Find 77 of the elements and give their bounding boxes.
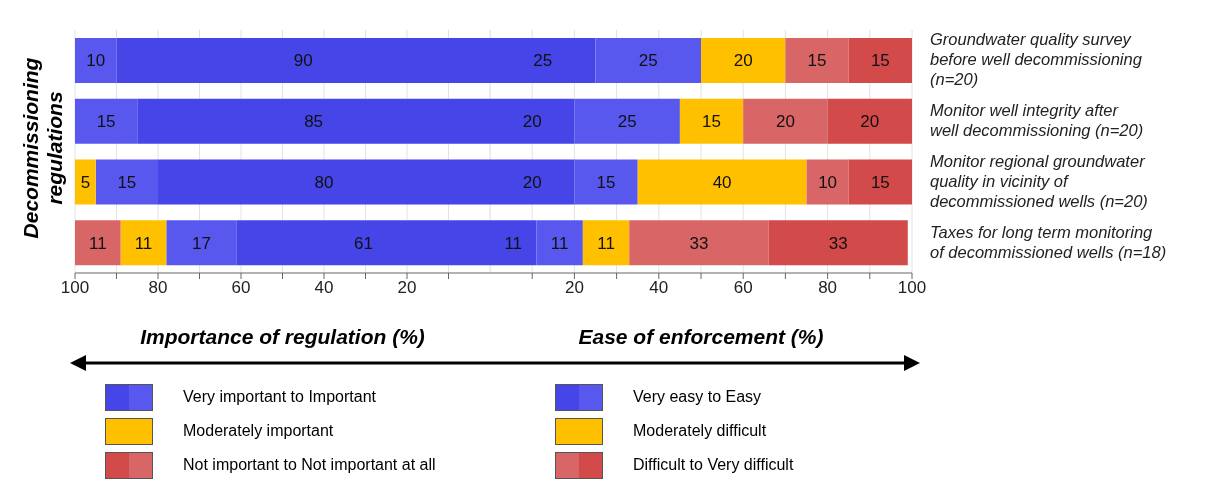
data-label: 15 bbox=[96, 112, 116, 132]
data-label: 11 bbox=[597, 233, 615, 253]
x-tick-label: 100 bbox=[60, 278, 90, 298]
x-tick-label: 80 bbox=[818, 278, 838, 298]
y-tick-label: Monitor regional groundwater quality in vicinity of decommissioned wells (n=20) bbox=[930, 151, 1148, 210]
bar bbox=[75, 159, 96, 205]
data-label: 33 bbox=[689, 233, 709, 253]
bar bbox=[574, 159, 638, 205]
x-tick-label: 40 bbox=[314, 278, 334, 298]
x-tick-label: 20 bbox=[564, 278, 584, 298]
bar bbox=[743, 98, 828, 144]
bar bbox=[806, 159, 849, 205]
data-label: 15 bbox=[596, 172, 616, 192]
bar bbox=[848, 37, 912, 83]
x-tick-label: 60 bbox=[231, 278, 251, 298]
data-label: 11 bbox=[550, 233, 569, 253]
x-tick-label: 40 bbox=[649, 278, 669, 298]
bar bbox=[595, 37, 701, 83]
x-axis-title: Importance of regulation (%) bbox=[139, 325, 426, 349]
data-label: 11 bbox=[89, 233, 107, 253]
data-label: 20 bbox=[522, 172, 542, 192]
y-tick-label: Groundwater quality survey before well decommissioning (n=20) bbox=[930, 30, 1143, 89]
data-label: 10 bbox=[818, 172, 838, 192]
bar bbox=[120, 220, 167, 266]
x-tick-label: 80 bbox=[148, 278, 168, 298]
bar bbox=[95, 159, 158, 205]
data-label: 25 bbox=[533, 51, 553, 71]
x-tick-label: 60 bbox=[733, 278, 753, 298]
data-label: 33 bbox=[828, 233, 848, 253]
data-label: 15 bbox=[702, 112, 722, 132]
data-label: 15 bbox=[870, 51, 890, 71]
bar bbox=[848, 159, 912, 205]
data-label: 15 bbox=[807, 51, 827, 71]
bar bbox=[785, 37, 849, 83]
data-label: 20 bbox=[860, 112, 880, 132]
data-label: 20 bbox=[775, 112, 795, 132]
bar bbox=[166, 220, 237, 266]
legend-label: Not important to Not important at all bbox=[183, 456, 436, 474]
x-tick-label: 100 bbox=[897, 278, 927, 298]
x-tick-label: 20 bbox=[397, 278, 417, 298]
y-tick-label: Taxes for long term monitoring of decommissioned wells (n=18) bbox=[930, 222, 1167, 261]
data-label: 15 bbox=[117, 172, 137, 192]
data-label: 10 bbox=[86, 51, 106, 71]
data-label: 20 bbox=[522, 112, 542, 132]
y-tick-label: Monitor well integrity after well decommissioning (n=20) bbox=[930, 101, 1144, 140]
bar bbox=[536, 220, 583, 266]
bar bbox=[75, 37, 117, 83]
data-label: 61 bbox=[353, 233, 373, 253]
data-label: 85 bbox=[304, 112, 324, 132]
bar bbox=[768, 220, 908, 266]
data-label: 11 bbox=[134, 233, 153, 253]
data-label: 40 bbox=[712, 172, 732, 192]
legend-label: Moderately difficult bbox=[633, 422, 767, 440]
bar bbox=[574, 98, 680, 144]
data-label: 5 bbox=[80, 172, 91, 192]
data-label: 11 bbox=[504, 233, 523, 253]
data-label: 25 bbox=[617, 112, 637, 132]
bar bbox=[629, 220, 769, 266]
bar bbox=[827, 98, 912, 144]
data-label: 90 bbox=[293, 51, 313, 71]
legend-label: Very important to Important bbox=[183, 388, 376, 406]
bar bbox=[701, 37, 786, 83]
bar bbox=[75, 220, 121, 266]
bar bbox=[637, 159, 807, 205]
bar bbox=[582, 220, 630, 266]
data-label: 20 bbox=[733, 51, 753, 71]
data-label: 15 bbox=[870, 172, 890, 192]
data-label: 17 bbox=[192, 233, 212, 253]
legend-label: Moderately important bbox=[183, 422, 334, 440]
data-label: 25 bbox=[638, 51, 658, 71]
bar bbox=[679, 98, 744, 144]
legend-label: Very easy to Easy bbox=[633, 388, 762, 406]
x-axis-title: Ease of enforcement (%) bbox=[577, 325, 825, 349]
bar bbox=[75, 98, 138, 144]
y-axis-title: Decommissioning regulations bbox=[19, 57, 67, 239]
legend-label: Difficult to Very difficult bbox=[633, 456, 794, 474]
data-label: 80 bbox=[314, 172, 334, 192]
